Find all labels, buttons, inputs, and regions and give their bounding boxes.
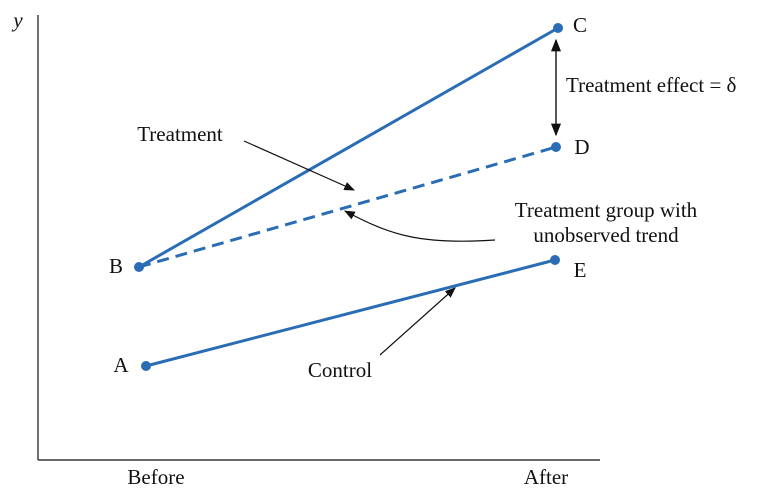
point-label: E <box>574 258 587 282</box>
x-label: Before <box>127 465 184 489</box>
annotation: Treatment group with <box>515 198 698 222</box>
treatment-line <box>138 26 559 269</box>
annotation: unobserved trend <box>533 223 679 247</box>
point <box>553 23 563 33</box>
control-line <box>145 258 556 368</box>
arrow <box>379 287 456 356</box>
point <box>551 142 561 152</box>
arrow <box>344 210 496 242</box>
annotation: Treatment effect = δ <box>566 73 737 97</box>
point <box>550 255 560 265</box>
x-label: After <box>524 465 568 489</box>
point-label: A <box>113 353 129 377</box>
trend-line <box>138 145 557 269</box>
annotation: Treatment <box>137 122 223 146</box>
point-label: D <box>574 135 589 159</box>
point <box>141 361 151 371</box>
point-label: B <box>109 254 123 278</box>
arrow <box>243 140 355 191</box>
point-label: C <box>573 13 587 37</box>
point <box>134 262 144 272</box>
y-axis-label: y <box>11 8 23 32</box>
annotation: Control <box>308 358 372 382</box>
